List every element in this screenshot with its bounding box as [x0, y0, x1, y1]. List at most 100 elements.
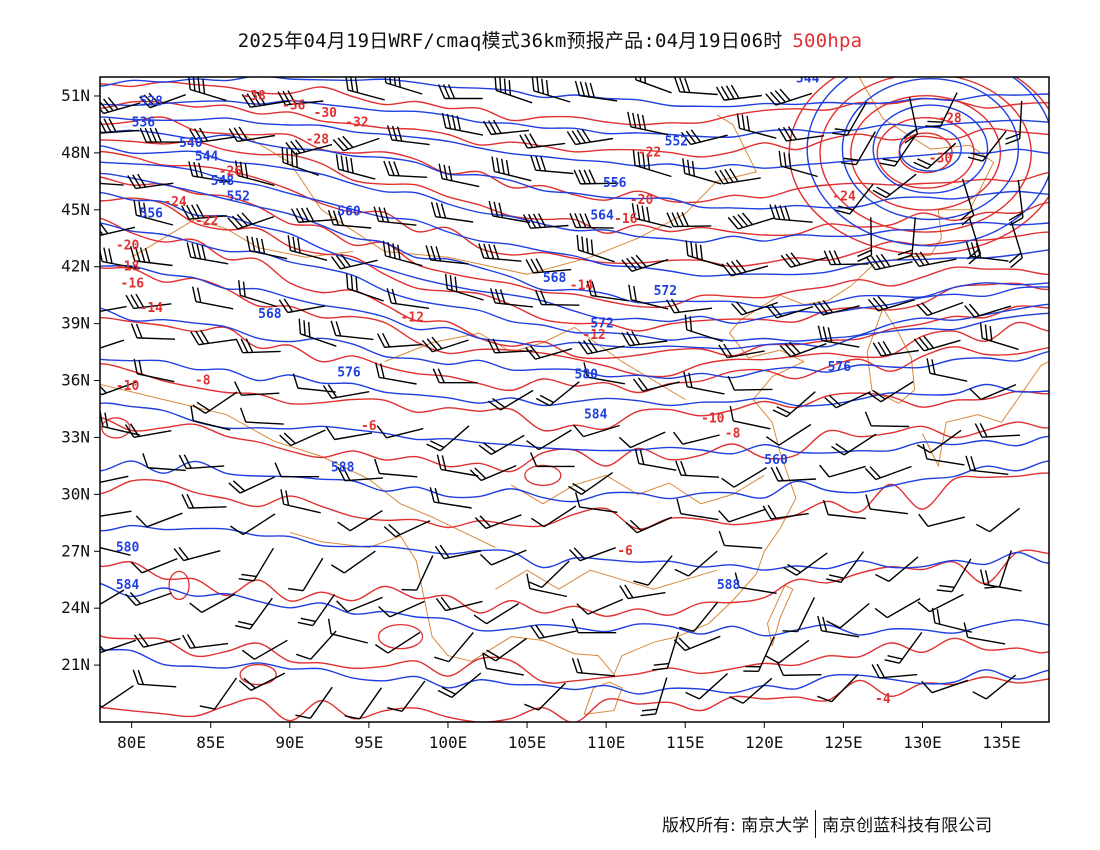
wind-barb [125, 591, 173, 607]
wind-barb [130, 557, 178, 574]
temperature-label: -24 [163, 195, 187, 210]
wind-barb [182, 634, 229, 649]
temperature-label: -4 [875, 692, 891, 707]
wind-barb [478, 243, 522, 262]
wind-barb [975, 507, 1021, 533]
temperature-label: -28 [938, 112, 962, 127]
border-line [922, 361, 1049, 468]
axes: 80E 85E 90E 95E 100E 105E 110E 115E 120E 125E 130E… [61, 86, 1021, 752]
height-label: 584 [116, 578, 140, 593]
wind-barb [437, 672, 482, 699]
border-line [131, 218, 354, 258]
temperature-label: -12 [401, 311, 424, 326]
wind-barb [133, 199, 174, 226]
wind-barb [375, 362, 417, 385]
height-contour-line [100, 99, 1049, 139]
wind-barb [441, 112, 484, 136]
wind-barb [573, 169, 619, 185]
wind-barb [331, 253, 378, 270]
wind-barb [875, 556, 919, 582]
wind-barb [916, 301, 964, 317]
wind-barb [525, 258, 572, 274]
wind-barb [578, 338, 625, 355]
wind-barb [482, 653, 524, 676]
border-line [289, 531, 472, 662]
height-label: 560 [337, 204, 361, 219]
wind-barb [246, 235, 288, 260]
wind-barb [100, 381, 138, 396]
wind-barb [652, 631, 680, 671]
wind-barb [718, 530, 763, 549]
wind-barb [298, 318, 337, 347]
wind-barb [682, 158, 722, 185]
wind-barb [572, 424, 620, 438]
wind-barb [190, 405, 231, 431]
wind-barb [234, 160, 275, 187]
lon-tick-label: 105E [508, 733, 547, 752]
wind-barb [192, 391, 238, 414]
wind-barb [683, 371, 725, 395]
wind-barb [918, 513, 965, 527]
wind-barb [672, 431, 720, 445]
wind-barb [765, 423, 812, 446]
temperature-label: -30 [929, 151, 953, 166]
wind-barb [274, 462, 320, 478]
wind-barb [972, 674, 1017, 700]
lat-tick-label: 42N [61, 257, 90, 276]
wind-barb [729, 405, 771, 430]
height-contour-line [100, 172, 1049, 309]
lon-tick-label: 95E [354, 733, 383, 752]
wind-barb [913, 142, 957, 170]
wind-barb [295, 686, 333, 720]
height-label: 536 [132, 115, 156, 130]
wind-barb [679, 601, 719, 633]
wind-barb [387, 680, 426, 713]
wind-barb [576, 234, 615, 263]
wind-barb [100, 639, 137, 654]
wind-barb [139, 127, 185, 143]
wind-barb [432, 368, 478, 384]
wind-barb [583, 362, 626, 385]
wind-barb [826, 551, 864, 584]
height-label: 548 [211, 174, 235, 189]
wind-barb [731, 301, 779, 316]
low-height-contour [806, 77, 1049, 247]
wind-barb [325, 426, 373, 441]
border-line [471, 285, 852, 676]
wind-barb [633, 555, 673, 586]
wind-barb [632, 377, 680, 392]
wind-barb [621, 330, 668, 347]
height-label: 552 [665, 134, 688, 149]
wind-barb [230, 513, 276, 536]
height-label: 544 [796, 72, 820, 87]
wind-barb [619, 584, 666, 600]
wind-barb [718, 343, 765, 359]
height-label: 568 [258, 307, 282, 322]
wind-barb [865, 253, 913, 271]
wind-barb [965, 241, 1009, 262]
wind-barb [770, 466, 817, 482]
low-height-contour [872, 104, 989, 194]
height-label: 560 [764, 453, 788, 468]
wind-barb [434, 544, 482, 560]
coastline-border-layer [100, 77, 1049, 715]
wind-barb [925, 92, 958, 128]
height-label: 580 [116, 540, 140, 555]
wind-barb [974, 422, 1021, 438]
cold-core-contour [788, 77, 1049, 255]
wind-barb [685, 240, 725, 268]
wind-barb [627, 111, 669, 136]
wind-barb [526, 573, 568, 598]
wind-barb [743, 636, 775, 673]
copyright-text: 版权所有: 南京大学 [662, 816, 810, 836]
wind-barb [729, 677, 773, 704]
wind-barb [783, 552, 828, 576]
wind-barb [574, 80, 618, 102]
wind-barb [473, 603, 520, 625]
wind-barb [425, 245, 469, 265]
wind-barb [241, 91, 289, 108]
wind-barb [674, 77, 718, 96]
wind-barb [727, 212, 775, 230]
